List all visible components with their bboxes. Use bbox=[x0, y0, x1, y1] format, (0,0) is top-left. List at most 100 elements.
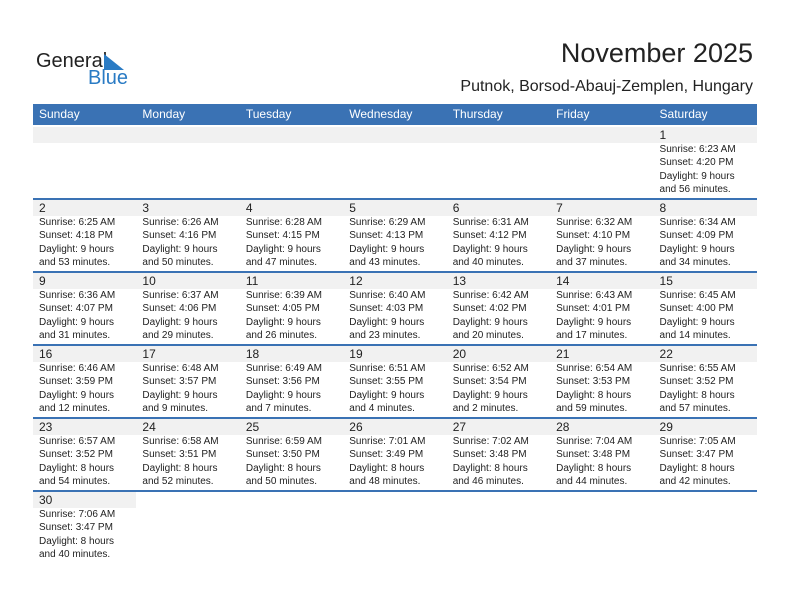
daylight-text: Daylight: 9 hours bbox=[349, 316, 425, 328]
daylight-minutes-text: and 31 minutes. bbox=[39, 330, 111, 342]
day-number: 17 bbox=[136, 346, 240, 362]
week-row: 23 Sunrise: 6:57 AM Sunset: 3:52 PM Dayligh… bbox=[33, 419, 757, 492]
day-cell: 14 Sunrise: 6:43 AM Sunset: 4:01 PM Dayligh… bbox=[550, 273, 654, 344]
day-cell: 24 Sunrise: 6:58 AM Sunset: 3:51 PM Dayligh… bbox=[136, 419, 240, 490]
sunrise-text: Sunrise: 6:48 AM bbox=[142, 363, 219, 374]
day-cell: 21 Sunrise: 6:54 AM Sunset: 3:53 PM Dayligh… bbox=[550, 346, 654, 417]
weekday-thursday: Thursday bbox=[452, 107, 503, 121]
daylight-text: Daylight: 9 hours bbox=[245, 389, 321, 401]
daylight-minutes-text: and 17 minutes. bbox=[556, 330, 628, 342]
daylight-text: Daylight: 9 hours bbox=[39, 389, 115, 401]
day-cell: 15 Sunrise: 6:45 AM Sunset: 4:00 PM Dayligh… bbox=[653, 273, 757, 344]
day-number: 15 bbox=[653, 273, 757, 289]
daylight-minutes-text: and 57 minutes. bbox=[659, 403, 731, 415]
sunset-text: Sunset: 3:47 PM bbox=[39, 522, 113, 534]
sunrise-text: Sunrise: 6:29 AM bbox=[349, 217, 426, 228]
sunrise-text: Sunrise: 6:46 AM bbox=[39, 363, 116, 374]
sunrise-text: Sunrise: 6:58 AM bbox=[142, 436, 219, 447]
day-number: 13 bbox=[446, 273, 551, 289]
empty-cell bbox=[343, 492, 446, 563]
sunset-text: Sunset: 3:50 PM bbox=[245, 449, 320, 461]
sunset-text: Sunset: 3:48 PM bbox=[452, 449, 527, 461]
day-number: 23 bbox=[33, 419, 137, 435]
sunrise-text: Sunrise: 6:23 AM bbox=[659, 144, 736, 155]
empty-cell bbox=[550, 127, 654, 198]
day-number: 30 bbox=[33, 492, 137, 508]
empty-cell bbox=[239, 127, 344, 198]
daylight-minutes-text: and 2 minutes. bbox=[452, 403, 519, 415]
sunset-text: Sunset: 4:15 PM bbox=[245, 230, 320, 242]
date-band-empty bbox=[239, 127, 344, 143]
daylight-text: Daylight: 9 hours bbox=[349, 389, 425, 401]
sunset-text: Sunset: 3:56 PM bbox=[245, 376, 320, 388]
sunset-text: Sunset: 4:09 PM bbox=[659, 230, 734, 242]
sunrise-text: Sunrise: 6:25 AM bbox=[39, 217, 116, 228]
sunrise-text: Sunrise: 7:06 AM bbox=[39, 509, 116, 520]
daylight-minutes-text: and 59 minutes. bbox=[556, 403, 628, 415]
day-cell: 8 Sunrise: 6:34 AM Sunset: 4:09 PM Daylight… bbox=[653, 200, 757, 271]
daylight-minutes-text: and 34 minutes. bbox=[659, 257, 731, 269]
sunset-text: Sunset: 4:05 PM bbox=[245, 303, 320, 315]
day-number: 12 bbox=[343, 273, 447, 289]
day-cell: 28 Sunrise: 7:04 AM Sunset: 3:48 PM Dayligh… bbox=[550, 419, 654, 490]
daylight-text: Daylight: 9 hours bbox=[245, 243, 321, 255]
weekday-monday: Monday bbox=[142, 107, 186, 121]
logo-triangle-icon bbox=[104, 54, 124, 70]
daylight-text: Daylight: 8 hours bbox=[142, 462, 218, 474]
sunset-text: Sunset: 4:20 PM bbox=[659, 157, 734, 169]
day-number: 27 bbox=[446, 419, 551, 435]
sunrise-text: Sunrise: 6:36 AM bbox=[39, 290, 116, 301]
daylight-text: Daylight: 8 hours bbox=[452, 462, 528, 474]
page-title: November 2025 bbox=[560, 38, 753, 68]
sunset-text: Sunset: 4:13 PM bbox=[349, 230, 424, 242]
daylight-text: Daylight: 8 hours bbox=[39, 462, 115, 474]
daylight-text: Daylight: 8 hours bbox=[556, 462, 632, 474]
empty-cell bbox=[33, 127, 137, 198]
daylight-minutes-text: and 52 minutes. bbox=[142, 476, 214, 488]
sunset-text: Sunset: 3:47 PM bbox=[659, 449, 734, 461]
logo: General Blue bbox=[36, 50, 131, 90]
sunset-text: Sunset: 4:02 PM bbox=[452, 303, 527, 315]
day-cell: 17 Sunrise: 6:48 AM Sunset: 3:57 PM Dayligh… bbox=[136, 346, 240, 417]
day-number: 11 bbox=[239, 273, 344, 289]
location-subtitle: Putnok, Borsod-Abauj-Zemplen, Hungary bbox=[460, 78, 753, 95]
sunrise-text: Sunrise: 6:51 AM bbox=[349, 363, 426, 374]
sunset-text: Sunset: 3:59 PM bbox=[39, 376, 113, 388]
daylight-minutes-text: and 44 minutes. bbox=[556, 476, 628, 488]
sunrise-text: Sunrise: 6:59 AM bbox=[245, 436, 322, 447]
date-band-empty bbox=[343, 127, 447, 143]
daylight-minutes-text: and 9 minutes. bbox=[142, 403, 209, 415]
sunset-text: Sunset: 3:49 PM bbox=[349, 449, 424, 461]
sunset-text: Sunset: 3:51 PM bbox=[142, 449, 217, 461]
sunrise-text: Sunrise: 6:39 AM bbox=[245, 290, 322, 301]
day-number: 4 bbox=[239, 200, 344, 216]
daylight-text: Daylight: 9 hours bbox=[452, 316, 528, 328]
daylight-minutes-text: and 20 minutes. bbox=[452, 330, 524, 342]
daylight-text: Daylight: 9 hours bbox=[452, 389, 528, 401]
sunset-text: Sunset: 3:53 PM bbox=[556, 376, 631, 388]
weekday-wednesday: Wednesday bbox=[349, 107, 413, 121]
sunrise-text: Sunrise: 6:54 AM bbox=[556, 363, 633, 374]
sunrise-text: Sunrise: 6:34 AM bbox=[659, 217, 736, 228]
daylight-text: Daylight: 8 hours bbox=[349, 462, 425, 474]
day-cell: 23 Sunrise: 6:57 AM Sunset: 3:52 PM Dayligh… bbox=[33, 419, 137, 490]
empty-cell bbox=[136, 492, 239, 563]
daylight-minutes-text: and 50 minutes. bbox=[142, 257, 214, 269]
day-number: 16 bbox=[33, 346, 137, 362]
daylight-text: Daylight: 8 hours bbox=[659, 462, 735, 474]
logo-text-general: General bbox=[36, 50, 108, 72]
day-number: 18 bbox=[239, 346, 344, 362]
daylight-minutes-text: and 48 minutes. bbox=[349, 476, 421, 488]
day-cell: 9 Sunrise: 6:36 AM Sunset: 4:07 PM Daylight… bbox=[33, 273, 137, 344]
empty-cell bbox=[240, 492, 343, 563]
sunset-text: Sunset: 4:16 PM bbox=[142, 230, 217, 242]
sunrise-text: Sunrise: 6:42 AM bbox=[452, 290, 529, 301]
day-number: 26 bbox=[343, 419, 447, 435]
day-cell: 26 Sunrise: 7:01 AM Sunset: 3:49 PM Dayligh… bbox=[343, 419, 447, 490]
day-cell: 1 Sunrise: 6:23 AM Sunset: 4:20 PM Daylight… bbox=[653, 127, 757, 198]
day-number: 1 bbox=[653, 127, 757, 143]
sunrise-text: Sunrise: 6:52 AM bbox=[452, 363, 529, 374]
daylight-minutes-text: and 14 minutes. bbox=[659, 330, 731, 342]
day-cell: 27 Sunrise: 7:02 AM Sunset: 3:48 PM Dayligh… bbox=[446, 419, 551, 490]
daylight-minutes-text: and 54 minutes. bbox=[39, 476, 111, 488]
